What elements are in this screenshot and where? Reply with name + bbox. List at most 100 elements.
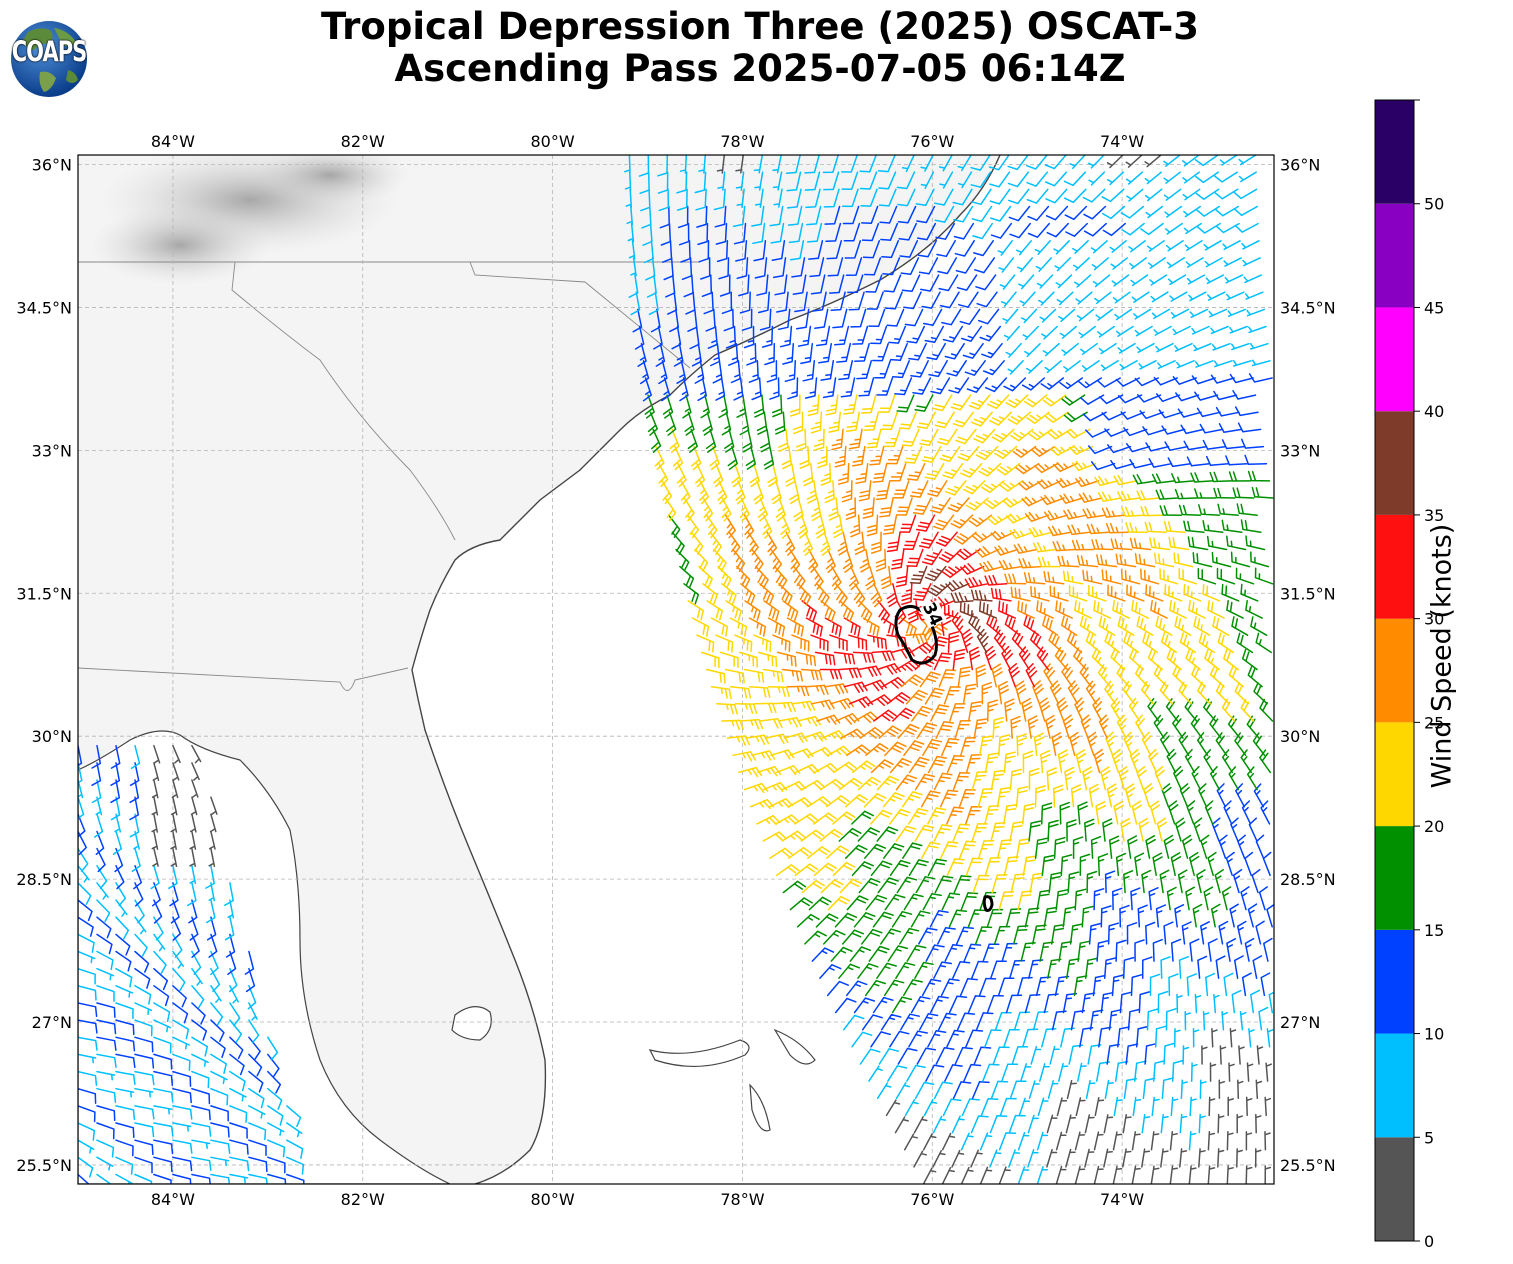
wind-barb — [908, 859, 929, 877]
wind-barb — [658, 360, 668, 385]
wind-barb — [1244, 937, 1255, 962]
wind-barb — [951, 1149, 965, 1168]
wind-barb — [1017, 257, 1034, 273]
wind-barb — [1221, 519, 1243, 534]
wind-barb — [976, 291, 998, 308]
wind-barb — [1181, 155, 1200, 167]
wind-barb — [878, 171, 897, 190]
wind-barb — [1056, 697, 1069, 722]
wind-barb — [134, 1173, 153, 1184]
wind-barb — [1067, 524, 1091, 536]
wind-barb — [946, 754, 965, 774]
wind-barb — [1263, 937, 1273, 962]
wind-barb — [965, 857, 983, 877]
wind-barb — [1191, 325, 1210, 335]
wind-barb — [643, 240, 654, 264]
wind-barb — [975, 1012, 994, 1031]
wind-barb — [1164, 205, 1183, 218]
wind-barb — [1204, 257, 1223, 268]
wind-barb — [1195, 360, 1214, 368]
wind-barb — [78, 1173, 90, 1184]
wind-barb — [932, 394, 953, 412]
wind-barb — [1107, 584, 1126, 602]
wind-barb — [813, 428, 825, 451]
wind-barb — [96, 985, 115, 1002]
wind-barb — [804, 155, 820, 174]
wind-barb — [172, 1105, 193, 1120]
wind-barb — [1088, 783, 1100, 808]
wind-barb — [687, 428, 698, 453]
wind-barb — [1207, 599, 1225, 619]
wind-barb — [772, 257, 787, 279]
wind-barb — [919, 617, 934, 641]
wind-barb — [1036, 1131, 1049, 1151]
wind-barb — [1093, 1165, 1104, 1184]
wind-barb — [735, 480, 746, 505]
wind-barb — [1186, 456, 1211, 467]
wind-barb — [1026, 155, 1048, 170]
wind-barb — [843, 222, 861, 242]
wind-barb — [172, 1036, 190, 1050]
wind-barb — [1042, 394, 1067, 407]
wind-barb — [1188, 291, 1207, 302]
wind-barb — [1141, 1113, 1151, 1134]
wind-barb — [1091, 647, 1106, 671]
lat-tick-label-left: 33°N — [32, 441, 72, 460]
wind-barb — [781, 668, 804, 682]
wind-barb — [718, 394, 729, 419]
wind-barb — [1084, 957, 1098, 979]
wind-barb — [830, 291, 846, 312]
wind-barb — [1123, 731, 1134, 757]
wind-barb — [96, 1139, 115, 1158]
wind-barb — [1179, 632, 1197, 654]
wind-barb — [1093, 888, 1105, 911]
wind-barb — [886, 308, 905, 327]
wind-barb — [857, 776, 881, 791]
wind-barb — [678, 222, 690, 246]
wind-barb — [819, 778, 844, 791]
wind-barb — [867, 694, 892, 707]
wind-barb — [876, 962, 897, 979]
wind-barb — [1065, 958, 1080, 979]
wind-barb — [1107, 171, 1125, 186]
wind-barb — [770, 548, 783, 573]
wind-barb — [1210, 903, 1221, 928]
wind-barb — [78, 1053, 97, 1064]
wind-barb — [920, 274, 940, 292]
wind-barb — [1027, 1149, 1039, 1168]
wind-barb — [641, 205, 652, 229]
wind-barb — [1213, 360, 1233, 368]
lat-tick-label-right: 36°N — [1280, 156, 1320, 175]
wind-barb — [724, 668, 745, 684]
wind-barb — [1063, 509, 1088, 520]
wind-barb — [1155, 489, 1179, 500]
wind-barb — [687, 308, 698, 332]
wind-barb — [939, 445, 961, 463]
wind-barb — [1145, 835, 1156, 859]
wind-barb — [778, 428, 789, 452]
wind-barb — [967, 909, 986, 928]
wind-barb — [78, 847, 89, 872]
wind-barb — [1144, 521, 1167, 534]
wind-barb — [731, 462, 742, 488]
wind-barb — [1223, 257, 1242, 267]
wind-barb — [1145, 584, 1164, 602]
wind-barb — [820, 879, 844, 894]
wind-barb — [1229, 373, 1254, 384]
wind-barb — [761, 325, 774, 348]
wind-barb — [677, 205, 689, 229]
wind-barb — [229, 1036, 244, 1060]
wind-barb — [896, 171, 916, 190]
wind-barb — [789, 480, 800, 505]
wind-barb — [832, 514, 844, 539]
wind-barb — [1256, 1045, 1264, 1065]
wind-barb — [1009, 768, 1023, 791]
wind-barb — [923, 1098, 938, 1117]
wind-barb — [96, 882, 109, 900]
wind-barb — [1070, 784, 1082, 808]
wind-barb — [1015, 838, 1030, 859]
wind-barb — [1007, 411, 1031, 425]
wind-barb — [1101, 205, 1126, 220]
wind-barb — [115, 1105, 136, 1121]
wind-barb — [810, 274, 826, 295]
